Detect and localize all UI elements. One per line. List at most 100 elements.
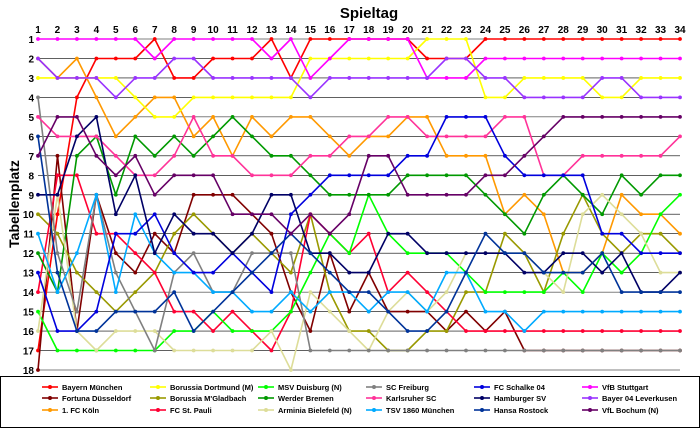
data-point <box>191 56 196 61</box>
data-point <box>133 153 138 158</box>
data-point <box>503 231 507 236</box>
x-tick-label: 29 <box>577 25 589 36</box>
data-point <box>113 231 118 236</box>
legend-marker <box>372 385 376 389</box>
data-point <box>36 192 40 197</box>
data-point <box>55 173 60 178</box>
data-point <box>94 231 99 236</box>
data-point <box>191 76 196 80</box>
data-point <box>191 270 196 275</box>
data-point <box>483 173 488 178</box>
data-point <box>55 329 60 333</box>
legend-item: VfL Bochum (N) <box>582 406 659 415</box>
series-12 <box>36 192 682 333</box>
data-point <box>444 329 449 333</box>
data-point <box>366 192 371 197</box>
data-point <box>580 251 585 256</box>
data-point <box>269 76 274 80</box>
data-point <box>133 329 138 333</box>
data-point <box>561 95 566 100</box>
data-point <box>250 134 254 139</box>
data-point <box>561 76 566 80</box>
data-point <box>289 290 293 295</box>
data-point <box>580 95 585 100</box>
data-point <box>619 153 624 158</box>
data-point <box>347 251 352 256</box>
y-axis-label: Tabellenplatz <box>6 160 22 248</box>
data-point <box>600 231 605 236</box>
data-point <box>152 270 157 275</box>
data-point <box>75 173 79 178</box>
data-point <box>289 231 293 236</box>
data-point <box>152 76 157 80</box>
data-point <box>191 309 196 314</box>
data-point <box>269 192 274 197</box>
data-point <box>133 76 138 80</box>
legend-marker <box>372 396 376 400</box>
data-point <box>36 231 40 236</box>
y-tick-label: 10 <box>23 210 35 221</box>
data-point <box>405 290 410 295</box>
data-point <box>444 37 449 41</box>
legend-label: FC Schalke 04 <box>494 383 546 392</box>
data-point <box>230 95 235 100</box>
legend-marker <box>372 408 376 412</box>
x-tick-label: 31 <box>616 25 628 36</box>
data-point <box>639 251 643 256</box>
data-point <box>658 114 663 119</box>
data-point <box>230 251 235 256</box>
data-point <box>600 270 605 275</box>
data-point <box>483 114 488 119</box>
data-point <box>308 37 313 41</box>
data-point <box>211 134 215 139</box>
x-tick-label: 20 <box>402 25 414 36</box>
data-point <box>327 153 332 158</box>
data-point <box>541 134 546 139</box>
data-point <box>94 76 99 80</box>
data-point <box>522 153 527 158</box>
data-point <box>250 251 254 256</box>
data-point <box>230 212 235 217</box>
data-point <box>113 329 118 333</box>
data-point <box>678 56 682 61</box>
data-point <box>464 270 468 275</box>
data-point <box>522 76 527 80</box>
data-point <box>366 290 371 295</box>
data-point <box>600 153 605 158</box>
data-point <box>386 348 391 353</box>
legend-marker <box>588 408 592 412</box>
data-point <box>172 348 177 353</box>
data-point <box>152 348 157 353</box>
data-point <box>36 76 40 80</box>
data-point <box>152 231 157 236</box>
data-point <box>425 153 429 158</box>
x-tick-label: 1 <box>35 25 41 36</box>
data-point <box>561 56 566 61</box>
y-tick-label: 17 <box>23 347 35 358</box>
data-point <box>211 329 215 333</box>
data-point <box>639 348 643 353</box>
data-point <box>561 270 566 275</box>
data-point <box>36 37 40 41</box>
data-point <box>36 212 40 217</box>
data-point <box>580 290 585 295</box>
data-point <box>94 309 99 314</box>
data-point <box>191 212 196 217</box>
legend-marker <box>48 408 52 412</box>
legend-item: FC St. Pauli <box>150 406 212 415</box>
data-point <box>133 95 138 100</box>
data-point <box>503 56 507 61</box>
legend-marker <box>156 408 160 412</box>
data-point <box>444 153 449 158</box>
data-point <box>308 270 313 275</box>
x-tick-labels: 1 2 3 4 5 6 7 8 9 10 11 12 13 14 15 16 17 18 19 20 21 22 23 24 2… <box>35 25 686 36</box>
data-point <box>541 192 546 197</box>
data-point <box>464 192 468 197</box>
data-point <box>503 114 507 119</box>
data-point <box>366 134 371 139</box>
data-point <box>619 329 624 333</box>
x-tick-label: 6 <box>132 25 138 36</box>
data-point <box>308 76 313 80</box>
data-point <box>269 329 274 333</box>
